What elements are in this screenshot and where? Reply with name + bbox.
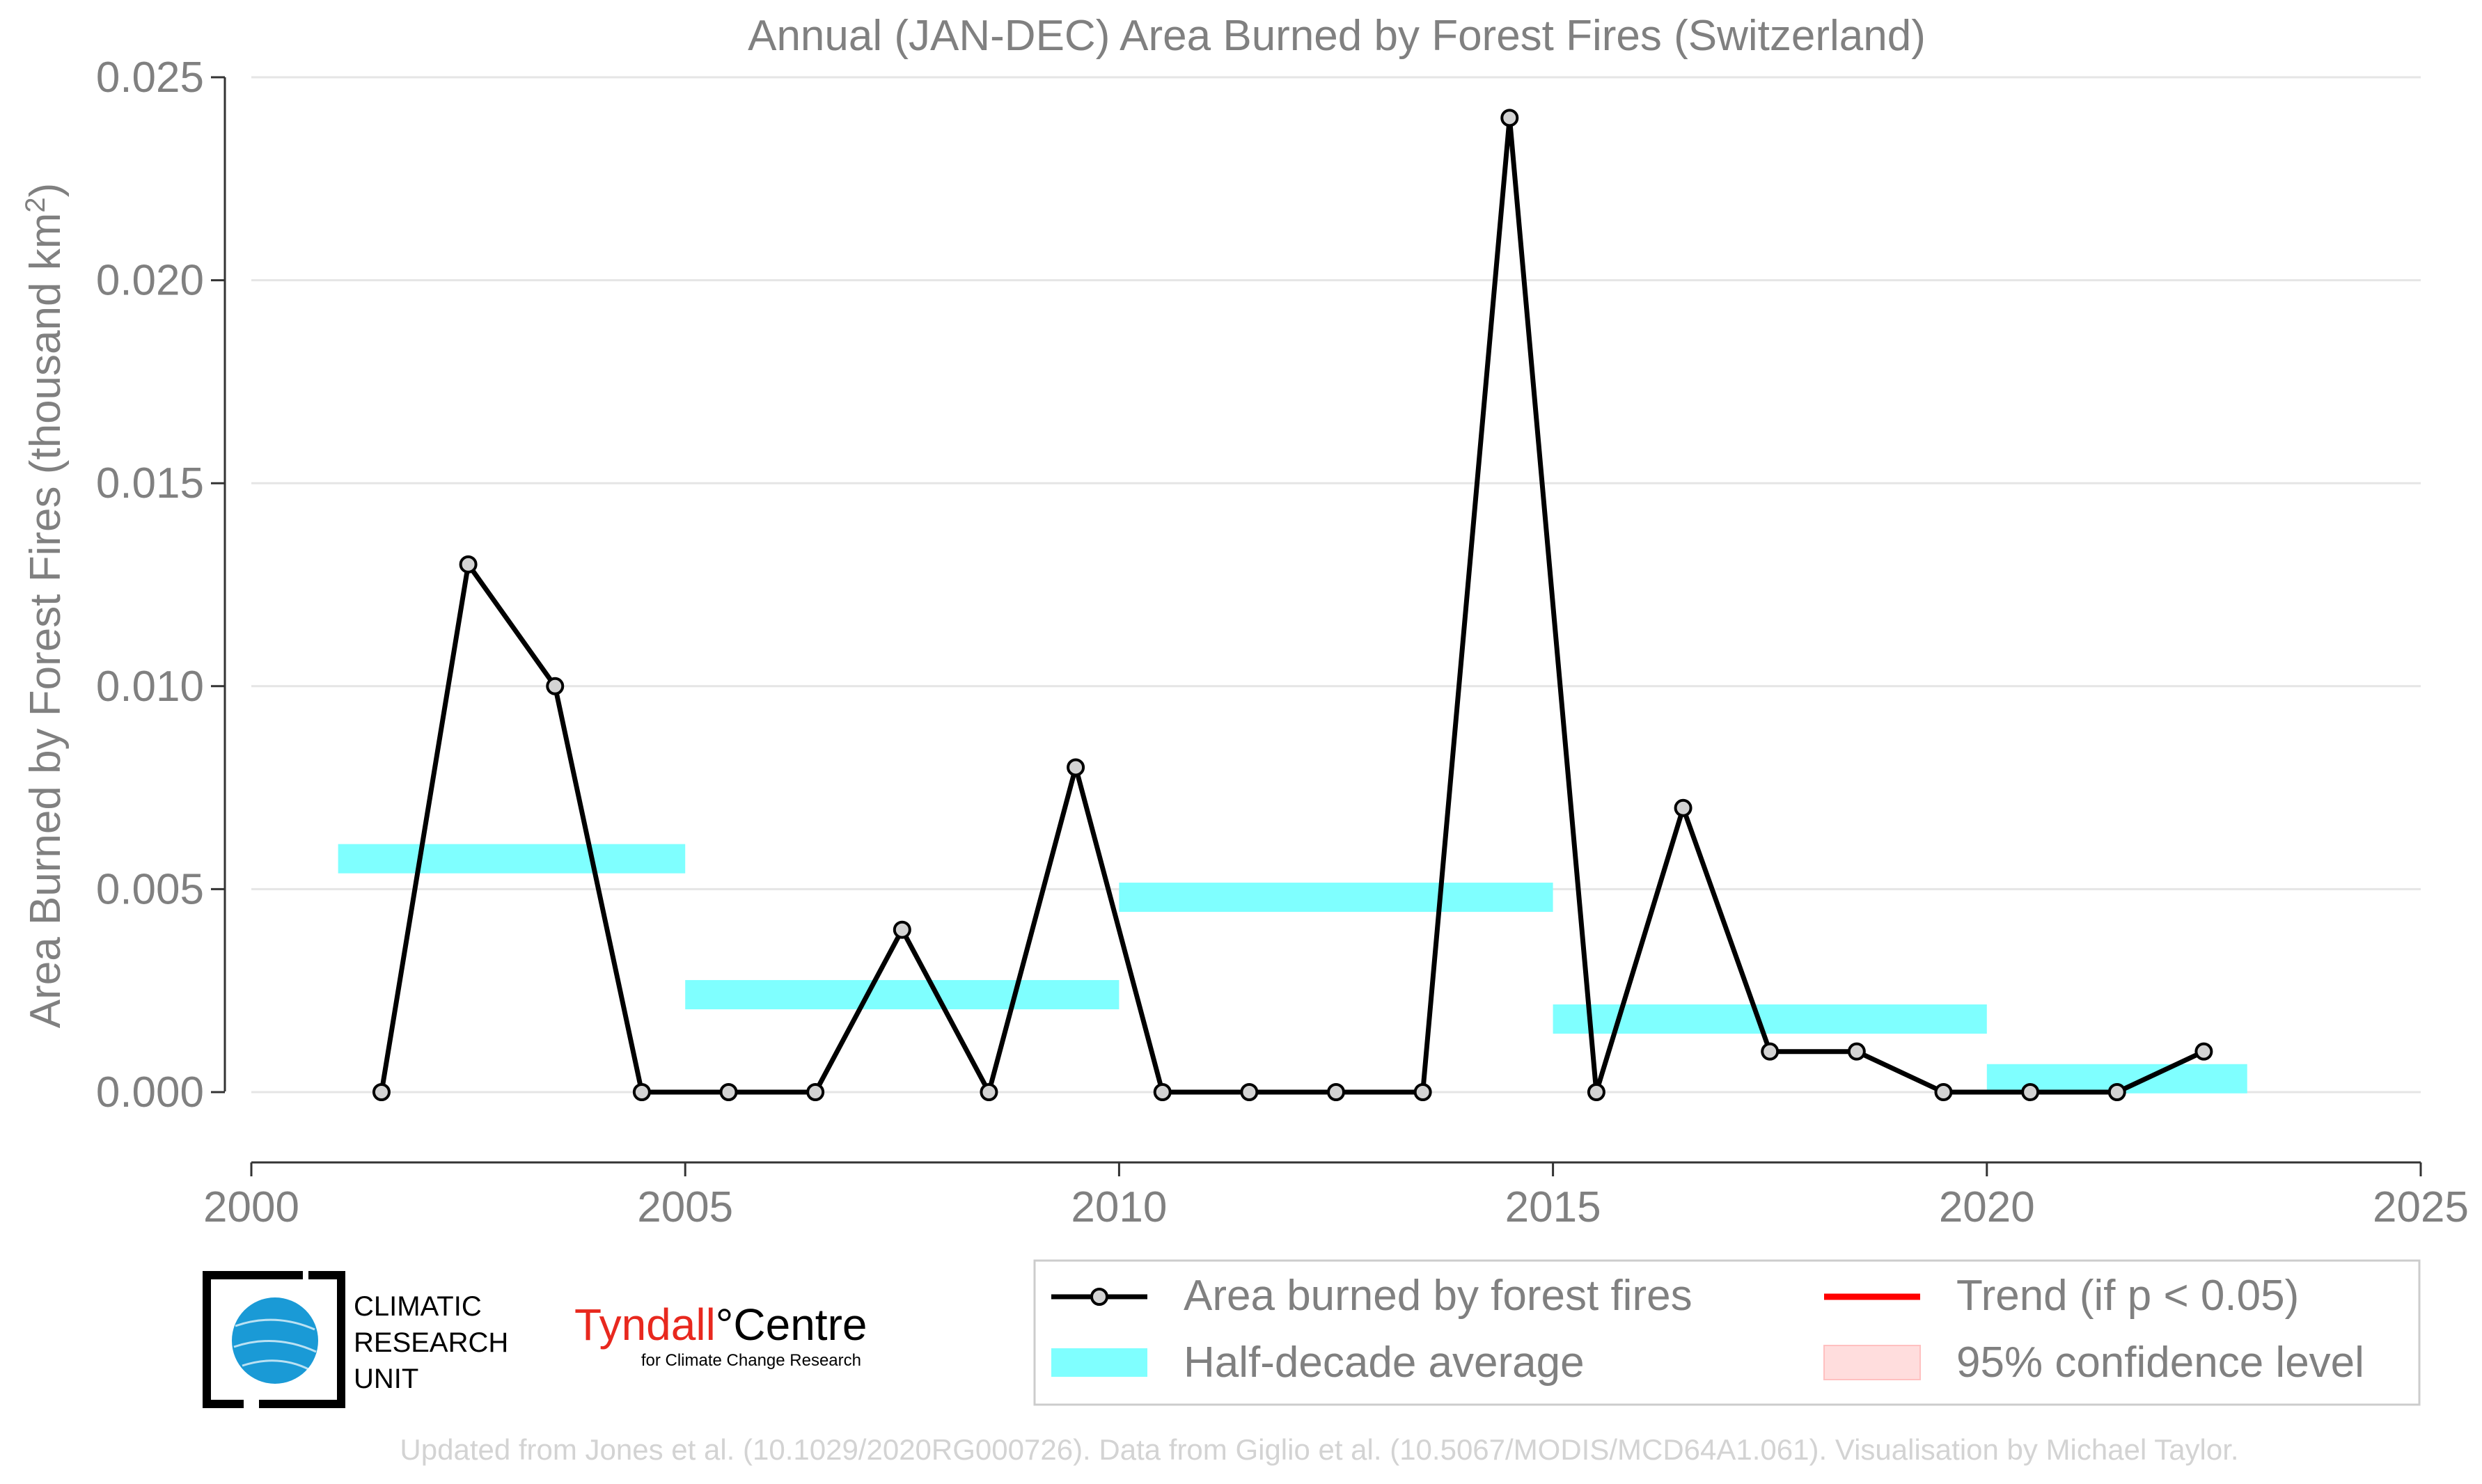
cru-logo: CLIMATIC RESEARCH UNIT xyxy=(203,1271,508,1408)
data-point xyxy=(1847,1042,1866,1061)
tyndall-logo-centre: Centre xyxy=(733,1300,867,1350)
series-line xyxy=(379,115,2205,1095)
data-point xyxy=(459,555,478,574)
legend-label-series: Area burned by forest fires xyxy=(1184,1272,1692,1320)
legend-box xyxy=(1033,1259,2421,1406)
y-tick-label: 0.000 xyxy=(96,1068,204,1116)
legend-band-icon xyxy=(1051,1348,1147,1377)
data-point xyxy=(632,1083,651,1101)
data-point xyxy=(719,1083,738,1101)
data-point xyxy=(1500,109,1519,127)
data-point xyxy=(546,677,565,695)
data-point xyxy=(1934,1083,1953,1101)
data-point xyxy=(1587,1083,1605,1101)
data-point xyxy=(2021,1083,2040,1101)
data-point xyxy=(1240,1083,1259,1101)
tyndall-logo: Tyndall°Centre for Climate Change Resear… xyxy=(574,1300,867,1370)
y-tick-label: 0.015 xyxy=(96,459,204,507)
data-point xyxy=(806,1083,825,1101)
y-axis-label-sup: 2 xyxy=(20,197,51,212)
legend-label-trend: Trend (if p < 0.05) xyxy=(1956,1272,2299,1320)
cru-logo-text-2: RESEARCH xyxy=(354,1327,508,1358)
x-tick-label: 2010 xyxy=(1071,1183,1167,1231)
y-tick-label: 0.020 xyxy=(96,257,204,305)
half-decade-bar xyxy=(1119,883,1553,913)
legend-confidence-icon xyxy=(1823,1345,1921,1380)
legend-label-confidence: 95% confidence level xyxy=(1956,1339,2364,1387)
data-point xyxy=(980,1083,998,1101)
legend-marker-icon xyxy=(1090,1288,1108,1306)
x-tick-label: 2015 xyxy=(1505,1183,1601,1231)
y-tick-label: 0.010 xyxy=(96,663,204,711)
x-tick-label: 2025 xyxy=(2373,1183,2469,1231)
y-tick-label: 0.025 xyxy=(96,54,204,102)
half-decade-bar xyxy=(685,980,1120,1010)
y-axis-label-close: ) xyxy=(22,183,70,198)
source-annotation: Updated from Jones et al. (10.1029/2020R… xyxy=(400,1433,2238,1466)
tyndall-logo-main: Tyndall xyxy=(574,1300,716,1350)
cru-globe-lines xyxy=(233,1318,317,1371)
data-point xyxy=(1327,1083,1345,1101)
half-decade-bars xyxy=(338,844,2247,1094)
data-point xyxy=(1067,758,1085,777)
x-tick-label: 2020 xyxy=(1939,1183,2035,1231)
chart-title: Annual (JAN-DEC) Area Burned by Forest F… xyxy=(748,12,1926,60)
y-tick-label: 0.005 xyxy=(96,865,204,913)
axes xyxy=(223,77,2421,1164)
y-axis-label: Area Burned by Forest Fires (thousand km… xyxy=(20,183,70,1029)
series-points xyxy=(372,109,2213,1101)
half-decade-bar xyxy=(1553,1004,1987,1034)
cru-logo-frame-left xyxy=(203,1271,303,1408)
cru-logo-text-3: UNIT xyxy=(354,1364,418,1394)
y-axis-label-main: Area Burned by Forest Fires (thousand km xyxy=(22,213,70,1029)
data-point xyxy=(1674,798,1692,817)
x-tick-label: 2005 xyxy=(637,1183,733,1231)
half-decade-bar xyxy=(338,844,686,874)
cru-logo-text-1: CLIMATIC xyxy=(354,1291,482,1322)
cru-logo-frame-right xyxy=(259,1271,345,1408)
x-tick-label: 2000 xyxy=(203,1183,299,1231)
grid-lines xyxy=(251,76,2421,1094)
data-point xyxy=(1761,1042,1780,1061)
data-point xyxy=(2194,1042,2213,1061)
legend-label-half-decade: Half-decade average xyxy=(1184,1339,1585,1387)
tyndall-logo-subtitle: for Climate Change Research xyxy=(641,1351,861,1370)
x-ticks: 2000 2005 2010 2015 2020 2025 xyxy=(203,1162,2469,1231)
data-point xyxy=(1153,1083,1172,1101)
legend: Area burned by forest fires Trend (if p … xyxy=(1033,1259,2421,1406)
tyndall-logo-degree: ° xyxy=(716,1300,734,1350)
data-point xyxy=(372,1083,391,1101)
y-ticks: 0.000 0.005 0.010 0.015 0.020 0.025 xyxy=(96,54,225,1116)
data-point xyxy=(1413,1083,1432,1101)
data-point xyxy=(2107,1083,2126,1101)
tyndall-logo-text: Tyndall°Centre xyxy=(574,1300,867,1350)
series-line-path xyxy=(379,115,2205,1095)
data-point xyxy=(893,920,911,939)
